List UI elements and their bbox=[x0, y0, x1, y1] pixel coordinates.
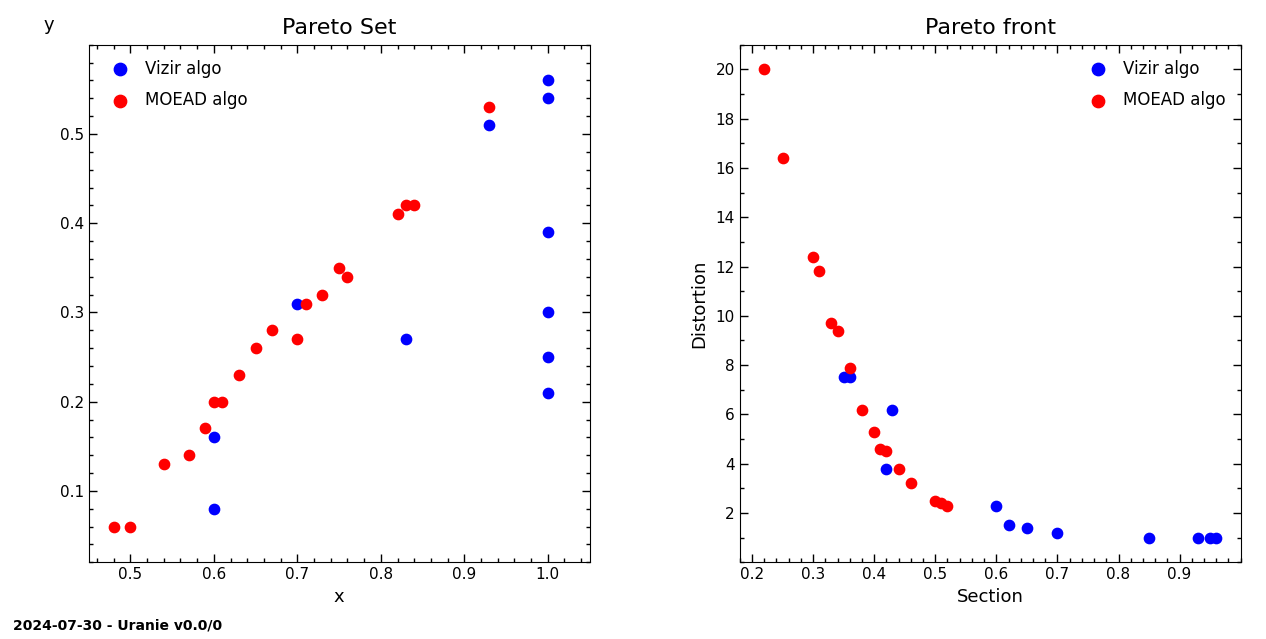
MOEAD algo bbox=[295, 298, 315, 309]
MOEAD algo bbox=[396, 200, 417, 210]
Legend: Vizir algo, MOEAD algo: Vizir algo, MOEAD algo bbox=[1075, 53, 1232, 116]
MOEAD algo bbox=[852, 404, 872, 415]
Vizir algo bbox=[1017, 523, 1037, 533]
Title: Pareto front: Pareto front bbox=[924, 18, 1056, 38]
Text: y: y bbox=[43, 17, 54, 35]
MOEAD algo bbox=[900, 479, 920, 489]
MOEAD algo bbox=[153, 459, 173, 469]
MOEAD algo bbox=[809, 266, 829, 277]
MOEAD algo bbox=[337, 272, 357, 282]
MOEAD algo bbox=[262, 325, 282, 335]
Vizir algo bbox=[204, 432, 224, 442]
Vizir algo bbox=[396, 334, 417, 344]
Vizir algo bbox=[538, 388, 558, 398]
Vizir algo bbox=[882, 404, 903, 415]
Vizir algo bbox=[538, 75, 558, 86]
Text: 2024-07-30 - Uranie v0.0/0: 2024-07-30 - Uranie v0.0/0 bbox=[13, 619, 222, 633]
MOEAD algo bbox=[876, 446, 896, 456]
MOEAD algo bbox=[932, 498, 952, 508]
MOEAD algo bbox=[755, 65, 775, 75]
MOEAD algo bbox=[404, 200, 424, 210]
MOEAD algo bbox=[870, 444, 890, 454]
Vizir algo bbox=[1047, 528, 1067, 538]
MOEAD algo bbox=[329, 263, 349, 273]
MOEAD algo bbox=[313, 289, 333, 300]
MOEAD algo bbox=[828, 325, 848, 335]
Vizir algo bbox=[480, 120, 500, 130]
MOEAD algo bbox=[889, 463, 909, 473]
MOEAD algo bbox=[246, 343, 266, 353]
Vizir algo bbox=[1188, 532, 1208, 543]
Vizir algo bbox=[538, 227, 558, 237]
Title: Pareto Set: Pareto Set bbox=[282, 18, 396, 38]
Vizir algo bbox=[538, 307, 558, 318]
Vizir algo bbox=[999, 520, 1019, 530]
MOEAD algo bbox=[822, 318, 842, 328]
X-axis label: x: x bbox=[334, 588, 344, 606]
Vizir algo bbox=[538, 93, 558, 104]
Vizir algo bbox=[287, 298, 308, 309]
MOEAD algo bbox=[480, 102, 500, 112]
MOEAD algo bbox=[204, 397, 224, 407]
MOEAD algo bbox=[387, 209, 408, 219]
Vizir algo bbox=[1139, 532, 1160, 543]
Vizir algo bbox=[839, 373, 860, 383]
Vizir algo bbox=[538, 352, 558, 362]
MOEAD algo bbox=[925, 496, 946, 506]
MOEAD algo bbox=[863, 427, 884, 437]
MOEAD algo bbox=[120, 521, 141, 532]
Vizir algo bbox=[1206, 532, 1227, 543]
MOEAD algo bbox=[104, 521, 124, 532]
Vizir algo bbox=[833, 373, 853, 383]
X-axis label: Section: Section bbox=[957, 588, 1024, 606]
Y-axis label: Distortion: Distortion bbox=[691, 259, 709, 348]
MOEAD algo bbox=[803, 252, 823, 262]
Vizir algo bbox=[876, 463, 896, 473]
Legend: Vizir algo, MOEAD algo: Vizir algo, MOEAD algo bbox=[97, 53, 254, 116]
MOEAD algo bbox=[195, 424, 215, 434]
MOEAD algo bbox=[839, 362, 860, 373]
MOEAD algo bbox=[287, 334, 308, 344]
MOEAD algo bbox=[213, 397, 233, 407]
MOEAD algo bbox=[179, 450, 199, 460]
MOEAD algo bbox=[772, 153, 793, 163]
Vizir algo bbox=[204, 504, 224, 514]
MOEAD algo bbox=[229, 370, 249, 380]
Vizir algo bbox=[986, 500, 1006, 511]
Vizir algo bbox=[1200, 532, 1220, 543]
MOEAD algo bbox=[937, 500, 957, 511]
